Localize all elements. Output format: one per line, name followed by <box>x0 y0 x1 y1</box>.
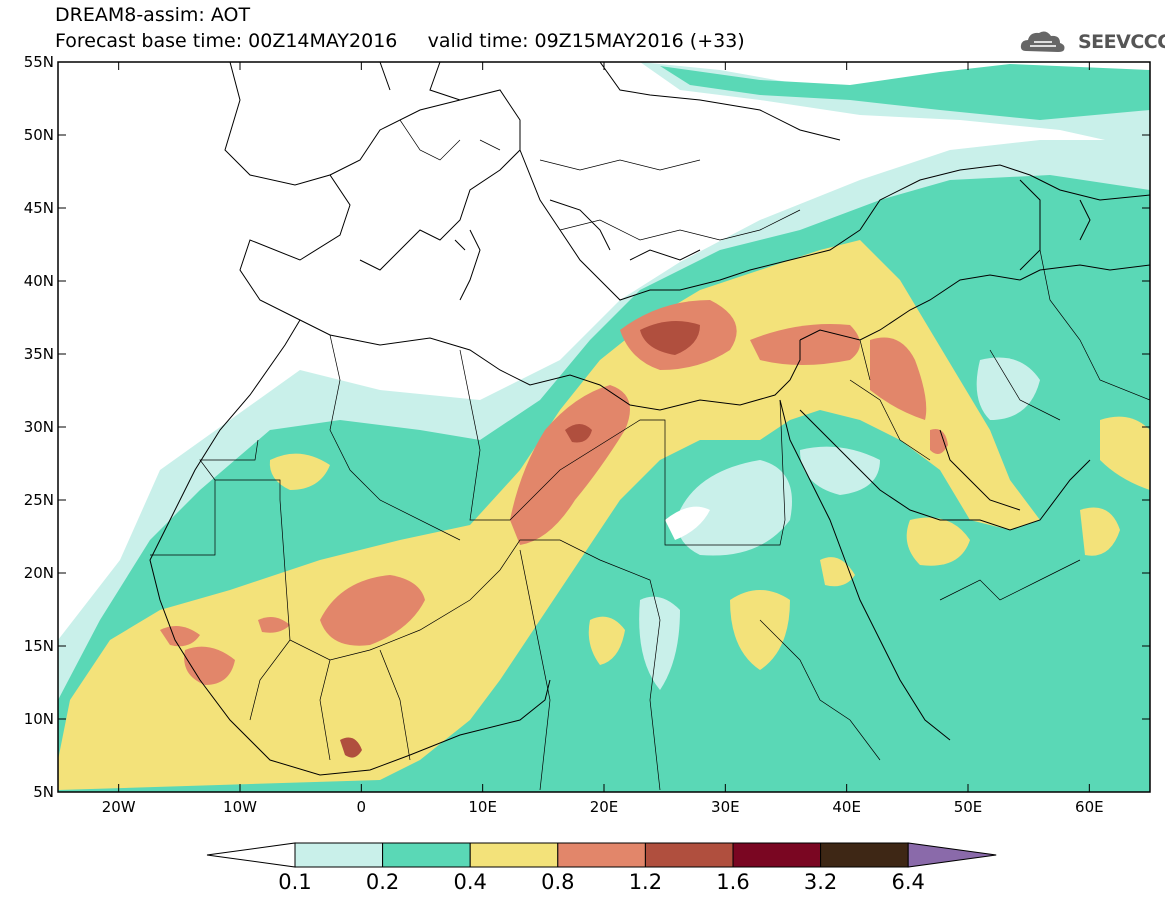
colorbar-bin <box>644 842 734 868</box>
colorbar-label: 1.2 <box>629 870 662 894</box>
cloud-icon <box>1020 31 1065 52</box>
logo-text: SEEVCCC <box>1078 31 1165 53</box>
lat-tick-label: 45N <box>24 199 54 217</box>
lon-tick-label: 40E <box>832 798 861 816</box>
colorbar-bin <box>382 842 471 868</box>
colorbar-label: 0.8 <box>541 870 574 894</box>
lon-tick-label: 0 <box>357 798 367 816</box>
colorbar-label: 1.6 <box>716 870 749 894</box>
lon-tick-label: 10W <box>223 798 257 816</box>
colorbar-over-arrow <box>907 842 997 868</box>
lat-tick-label: 50N <box>24 126 54 144</box>
colorbar-bin <box>820 842 909 868</box>
colorbar-label: 6.4 <box>891 870 924 894</box>
colorbar-label: 0.1 <box>278 870 311 894</box>
latitude-axis: 55N 50N 45N 40N 35N 30N 25N 20N 15N 10N 5N <box>24 53 1150 801</box>
lon-tick-label: 20E <box>590 798 619 816</box>
longitude-axis: 20W 10W 0 10E 20E 30E 40E 50E 60E <box>102 62 1104 816</box>
lon-tick-label: 20W <box>102 798 136 816</box>
colorbar-label: 3.2 <box>804 870 837 894</box>
lat-tick-label: 40N <box>24 272 54 290</box>
colorbar-bin <box>294 842 384 868</box>
base-time-label: Forecast base time: 00Z14MAY2016 <box>55 30 398 52</box>
lon-tick-label: 50E <box>954 798 983 816</box>
colorbar-under-arrow <box>206 842 296 868</box>
lat-tick-label: 35N <box>24 345 54 363</box>
lat-tick-label: 30N <box>24 418 54 436</box>
colorbar: 0.1 0.2 0.4 0.8 1.2 1.6 3.2 6.4 <box>206 842 997 894</box>
colorbar-bin <box>469 842 559 868</box>
lon-tick-label: 60E <box>1075 798 1104 816</box>
lat-tick-label: 10N <box>24 710 54 728</box>
valid-time-label: valid time: 09Z15MAY2016 (+33) <box>427 30 745 52</box>
lat-tick-label: 55N <box>24 53 54 71</box>
lon-tick-label: 30E <box>711 798 740 816</box>
colorbar-bin <box>732 842 822 868</box>
colorbar-label: 0.4 <box>453 870 486 894</box>
aot-field <box>58 62 1150 792</box>
colorbar-bin <box>557 842 646 868</box>
lat-tick-label: 20N <box>24 564 54 582</box>
lat-tick-label: 25N <box>24 491 54 509</box>
lon-tick-label: 10E <box>468 798 497 816</box>
colorbar-label: 0.2 <box>366 870 399 894</box>
lat-tick-label: 15N <box>24 637 54 655</box>
map-title: DREAM8-assim: AOT <box>55 4 251 26</box>
coastlines <box>149 62 1150 776</box>
borders <box>150 119 1150 791</box>
lat-tick-label: 5N <box>33 783 54 801</box>
forecast-times: Forecast base time: 00Z14MAY2016 valid t… <box>55 30 745 52</box>
